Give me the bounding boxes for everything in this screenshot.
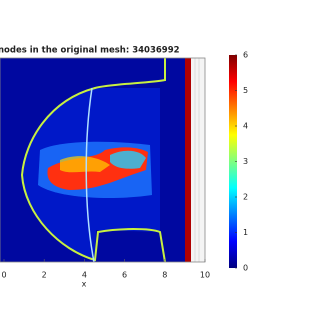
colorbar-tick-label: 1 <box>243 228 248 237</box>
colorbar-tick-label: 6 <box>243 51 248 60</box>
colorbar <box>229 55 237 268</box>
x-tick-label: 10 <box>200 271 210 280</box>
field-image <box>0 58 205 262</box>
x-tick-label: 8 <box>162 271 167 280</box>
x-tick-label: 4 <box>82 271 87 280</box>
colorbar-tick-label: 4 <box>243 122 248 131</box>
figure: nodes in the original mesh: 34036992 x 0… <box>0 46 248 289</box>
plot-frame <box>0 57 206 263</box>
x-tick-label: 6 <box>122 271 127 280</box>
x-tick-label: 2 <box>42 271 47 280</box>
colorbar-tick-label: 2 <box>243 193 248 202</box>
x-tick-label: 0 <box>1 271 6 280</box>
chart-title: nodes in the original mesh: 34036992 <box>0 46 180 56</box>
colorbar-tick-label: 5 <box>243 86 248 95</box>
colorbar-tick-label: 3 <box>243 157 248 166</box>
colorbar-tick-label: 0 <box>243 264 248 273</box>
x-axis-label: x <box>82 280 87 289</box>
